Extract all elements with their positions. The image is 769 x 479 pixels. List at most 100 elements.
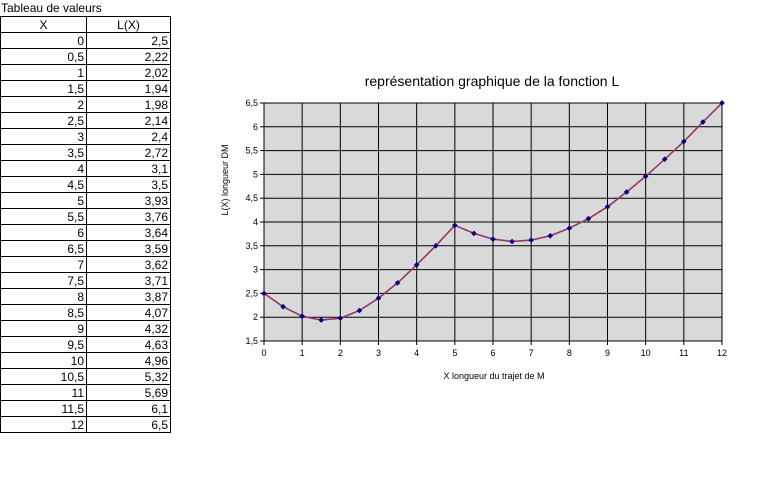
lx-cell: 2,14 <box>86 112 171 129</box>
y-tick-label: 5 <box>253 169 258 179</box>
x-axis-label: X longueur du trajet de M <box>443 371 544 381</box>
lx-cell: 6,1 <box>86 400 171 417</box>
lx-cell: 1,98 <box>86 96 171 113</box>
table-row: 7 3,62 <box>0 256 171 273</box>
table-row: 2,5 2,14 <box>0 112 171 129</box>
lx-cell: 3,59 <box>86 240 171 257</box>
x-tick-label: 9 <box>605 348 610 358</box>
table-row: 8,5 4,07 <box>0 304 171 321</box>
y-tick-label: 4 <box>253 217 258 227</box>
x-cell: 2,5 <box>0 112 87 129</box>
table-row: 10,5 5,32 <box>0 368 171 385</box>
data-point <box>547 232 554 239</box>
header-lx: L(X) <box>86 16 171 33</box>
data-point <box>719 100 725 106</box>
x-cell: 11,5 <box>0 400 87 417</box>
data-point <box>566 225 573 232</box>
table-row: 10 4,96 <box>0 352 171 369</box>
data-point <box>490 236 496 242</box>
data-point <box>642 173 649 180</box>
data-point <box>623 189 630 195</box>
x-cell: 5,5 <box>0 208 87 225</box>
data-point <box>661 156 668 162</box>
y-axis-label: L(X) longueur DM <box>220 144 230 215</box>
x-tick-label: 3 <box>376 348 381 358</box>
data-point <box>528 237 534 243</box>
data-point <box>375 295 382 301</box>
table-row: 5,5 3,76 <box>0 208 171 225</box>
table-row: 1 2,02 <box>0 64 171 81</box>
data-point <box>471 230 477 237</box>
y-tick-labels: 1,5 2 2,5 3 3,5 4 4,5 5 5,5 6 6,5 <box>245 98 258 346</box>
table-row: 3,5 2,72 <box>0 144 171 161</box>
lx-cell: 3,5 <box>86 176 171 193</box>
x-tick-label: 10 <box>641 348 651 358</box>
values-table: X L(X) 0 2,5 0,5 2,22 1 2,02 1,5 1,94 2 1,98 2,5 2,… <box>0 16 171 433</box>
x-tick-label: 0 <box>261 348 266 358</box>
data-point <box>585 215 592 222</box>
data-point <box>432 242 439 249</box>
table-title: Tableau de valeurs <box>1 1 102 15</box>
lx-cell: 5,32 <box>86 368 171 385</box>
x-tick-labels: 0 1 2 3 4 5 6 7 8 9 10 11 12 <box>261 348 727 358</box>
x-tick-label: 6 <box>490 348 495 358</box>
data-point <box>356 307 363 314</box>
x-tick-label: 2 <box>338 348 343 358</box>
table-row: 2 1,98 <box>0 96 171 113</box>
y-tick-label: 5,5 <box>245 146 258 156</box>
data-point <box>261 290 267 297</box>
data-point <box>681 138 687 145</box>
table-row: 9 4,32 <box>0 320 171 337</box>
lx-cell: 6,5 <box>86 416 171 433</box>
lx-cell: 2,4 <box>86 128 171 145</box>
x-cell: 8,5 <box>0 304 87 321</box>
data-point <box>337 315 344 321</box>
x-tick-label: 5 <box>452 348 457 358</box>
data-point <box>299 313 305 320</box>
y-tick-label: 3,5 <box>245 241 258 251</box>
x-tick-label: 8 <box>567 348 572 358</box>
data-point <box>318 317 325 323</box>
x-tick-label: 12 <box>717 348 727 358</box>
data-point <box>700 119 706 125</box>
table-row: 6 3,64 <box>0 224 171 241</box>
x-cell: 10,5 <box>0 368 87 385</box>
lx-cell: 3,62 <box>86 256 171 273</box>
x-tick-label: 4 <box>414 348 419 358</box>
table-row: 7,5 3,71 <box>0 272 171 289</box>
table-header-row: X L(X) <box>0 16 171 33</box>
table-row: 4,5 3,5 <box>0 176 171 193</box>
y-tick-label: 6,5 <box>245 98 258 108</box>
x-cell: 1,5 <box>0 80 87 97</box>
chart-title: représentation graphique de la fonction … <box>364 73 620 89</box>
table-row: 11,5 6,1 <box>0 400 171 417</box>
x-tick-label: 11 <box>679 348 688 358</box>
y-tick-label: 4,5 <box>245 193 258 203</box>
x-cell: 7,5 <box>0 272 87 289</box>
data-point <box>452 222 458 229</box>
y-tick-label: 3 <box>253 265 258 275</box>
y-tick-label: 2,5 <box>245 288 258 298</box>
series-curve <box>261 100 725 323</box>
lx-cell: 2,72 <box>86 144 171 161</box>
y-tick-label: 6 <box>253 122 258 132</box>
lx-cell: 3,76 <box>86 208 171 225</box>
table-row: 1,5 1,94 <box>0 80 171 97</box>
table-row: 12 6,5 <box>0 416 171 433</box>
data-point <box>604 203 611 210</box>
y-tick-label: 1,5 <box>245 336 258 346</box>
table-row: 9,5 4,63 <box>0 336 171 353</box>
data-point <box>509 238 515 245</box>
data-point <box>413 262 420 268</box>
data-point <box>394 280 401 286</box>
lx-cell: 3,64 <box>86 224 171 241</box>
x-tick-label: 7 <box>529 348 534 358</box>
lx-cell: 4,96 <box>86 352 171 369</box>
table-row: 3 2,4 <box>0 128 171 145</box>
data-point <box>280 303 286 310</box>
y-tick-label: 2 <box>253 312 258 322</box>
x-tick-label: 1 <box>300 348 305 358</box>
lx-cell: 1,94 <box>86 80 171 97</box>
gridlines <box>260 102 723 345</box>
